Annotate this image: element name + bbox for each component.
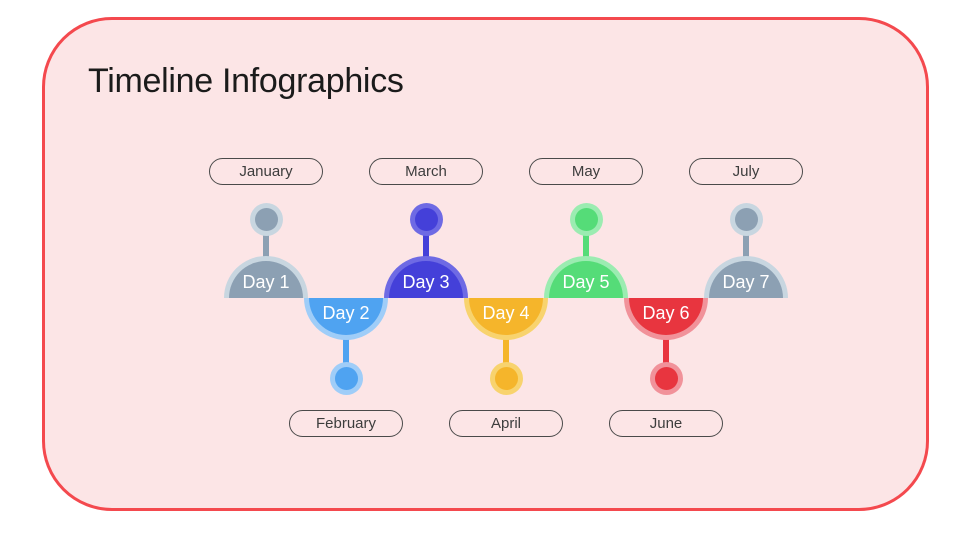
slide-frame [42,17,929,511]
marker-circle-fill [334,366,358,390]
month-label: April [490,415,521,432]
marker-circle [649,361,683,395]
marker-circle [489,361,523,395]
day-label: Day 7 [722,272,770,292]
marker-circle-fill [574,207,598,231]
connector-stem [583,219,589,267]
month-pill: June [609,410,723,437]
month-pill: January [209,158,323,185]
month-label: May [571,163,601,180]
month-pill: April [449,410,563,437]
connector-stem [663,329,669,384]
day-label: Day 3 [402,272,450,292]
connector-stem [423,219,429,267]
month-label: June [649,415,683,432]
marker-circle-fill [734,207,758,231]
day-label: Day 1 [242,272,290,292]
month-label: March [405,163,447,180]
day-label: Day 2 [322,303,370,323]
month-label: January [239,163,293,180]
connector-stem [343,329,349,384]
connector-stem [503,329,509,384]
day-label: Day 6 [642,303,690,323]
day-semicircle: Day 1 [224,256,308,298]
marker-circle [569,202,603,236]
marker-circle-fill [414,207,438,231]
month-pill: February [289,410,403,437]
day-semicircle: Day 4 [464,298,548,340]
page-title: Timeline Infographics [88,62,404,100]
day-semicircle: Day 3 [384,256,468,298]
connector-stem [263,219,269,267]
marker-circle-fill [654,366,678,390]
month-label: July [732,163,760,180]
day-semicircle: Day 5 [544,256,628,298]
marker-circle-fill [494,366,518,390]
marker-circle-fill [254,207,278,231]
day-label: Day 5 [562,272,610,292]
month-pill: May [529,158,643,185]
month-pill: March [369,158,483,185]
marker-circle [409,202,443,236]
marker-circle [729,202,763,236]
month-label: February [315,415,377,432]
month-pill: July [689,158,803,185]
day-label: Day 4 [482,303,530,323]
marker-circle [329,361,363,395]
marker-circle [249,202,283,236]
connector-stem [743,219,749,267]
day-semicircle: Day 7 [704,256,788,298]
